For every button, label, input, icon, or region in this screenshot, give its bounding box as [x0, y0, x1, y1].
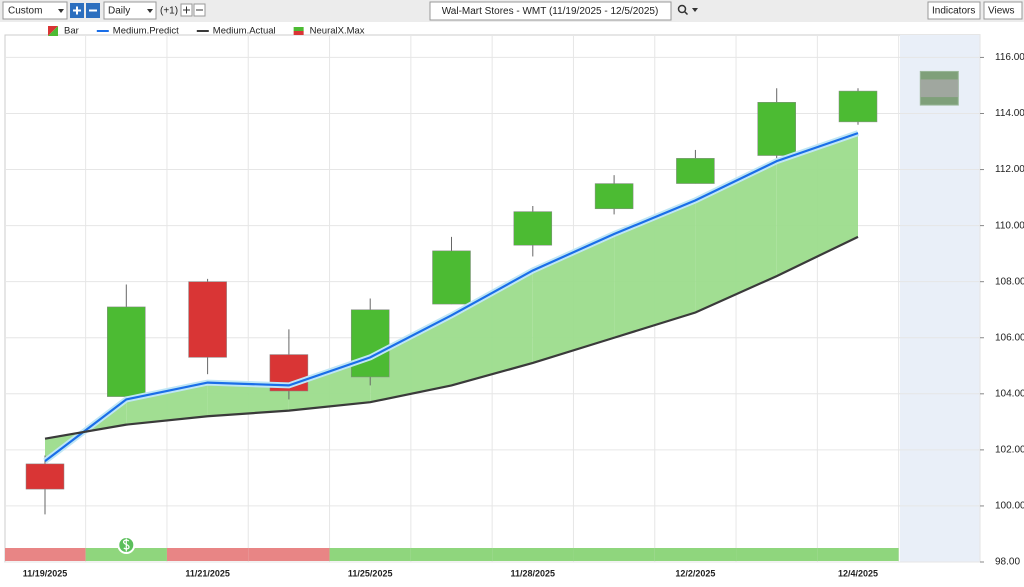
x-tick-label: 11/25/2025: [348, 568, 393, 578]
legend-label: Medium.Actual: [213, 26, 276, 37]
spread-fill: [207, 382, 289, 417]
symbol-box[interactable]: [429, 1, 672, 21]
x-tick-label: 11/21/2025: [185, 568, 230, 578]
dropdown-arrow: [58, 9, 64, 13]
candle-body: [432, 250, 471, 305]
candle-body: [676, 158, 715, 184]
legend-label: Bar: [64, 26, 79, 37]
spread-fill: [532, 234, 615, 363]
direction-band: [654, 548, 737, 561]
candle-body: [513, 211, 553, 246]
indicators-button[interactable]: [927, 1, 981, 20]
candle-body: [350, 309, 390, 378]
interval-label: Daily: [108, 6, 130, 17]
y-tick-label: 100.00: [995, 501, 1024, 512]
spread-fill: [695, 161, 777, 313]
candle-body: [594, 183, 634, 210]
views-button[interactable]: [983, 1, 1023, 20]
candle-body: [25, 463, 65, 490]
direction-band: [817, 548, 899, 561]
period-select[interactable]: [2, 1, 68, 20]
forecast-core: [920, 79, 959, 98]
line: [44, 235, 859, 440]
plus-icon: [73, 6, 81, 15]
y-tick-label: 108.00: [995, 276, 1024, 287]
legend-swatch: [293, 31, 304, 35]
x-tick-label: 12/4/2025: [838, 568, 878, 578]
spread-fill: [288, 357, 371, 411]
direction-band: [5, 548, 86, 561]
spread-fill: [370, 315, 452, 403]
direction-band: [410, 548, 493, 561]
y-tick-label: 102.00: [995, 445, 1024, 456]
line: [44, 132, 859, 462]
interval-select[interactable]: [103, 1, 157, 20]
direction-band: [492, 548, 574, 561]
plus-icon: [183, 6, 190, 14]
indicators-label: Indicators: [932, 6, 975, 17]
dropdown-arrow: [692, 8, 698, 12]
views-label: Views: [988, 6, 1015, 17]
direction-band: [166, 548, 249, 561]
y-tick-label: 116.00: [995, 52, 1024, 63]
spread-fill: [614, 200, 696, 338]
spread-fill: [451, 270, 533, 386]
x-tick-label: 11/19/2025: [23, 568, 68, 578]
x-tick-label: 11/28/2025: [511, 568, 556, 578]
direction-band: [329, 548, 411, 561]
spread-fill: [126, 382, 208, 425]
candle-body: [107, 306, 146, 397]
y-tick-label: 112.00: [995, 164, 1024, 175]
search-icon-handle: [683, 10, 689, 16]
y-tick-label: 106.00: [995, 332, 1024, 343]
candle-body: [757, 102, 796, 156]
direction-band: [736, 548, 818, 561]
search-icon[interactable]: [677, 4, 687, 14]
y-tick-label: 98.00: [995, 557, 1020, 568]
candle-body: [838, 90, 878, 123]
x-tick-label: 12/2/2025: [675, 568, 715, 578]
y-tick-label: 104.00: [995, 388, 1024, 399]
direction-band: [85, 548, 167, 561]
direction-band: [248, 548, 330, 561]
period-label: Custom: [8, 6, 42, 17]
direction-band: [573, 548, 655, 561]
forecast-region: [900, 35, 980, 562]
candle-body: [188, 281, 227, 358]
legend-label: NeuralX.Max: [310, 26, 365, 37]
dropdown-arrow: [147, 9, 153, 13]
legend-label: Medium.Predict: [113, 26, 179, 37]
symbol-label: Wal-Mart Stores - WMT (11/19/2025 - 12/5…: [442, 6, 659, 17]
legend-swatch: [293, 27, 304, 31]
spread-fill: [776, 133, 858, 277]
legend-swatch: [48, 26, 58, 36]
y-tick-label: 110.00: [995, 220, 1024, 231]
y-tick-label: 114.00: [995, 108, 1024, 119]
event-icon-glyph: [122, 538, 130, 552]
offset-label: (+1): [160, 6, 178, 17]
